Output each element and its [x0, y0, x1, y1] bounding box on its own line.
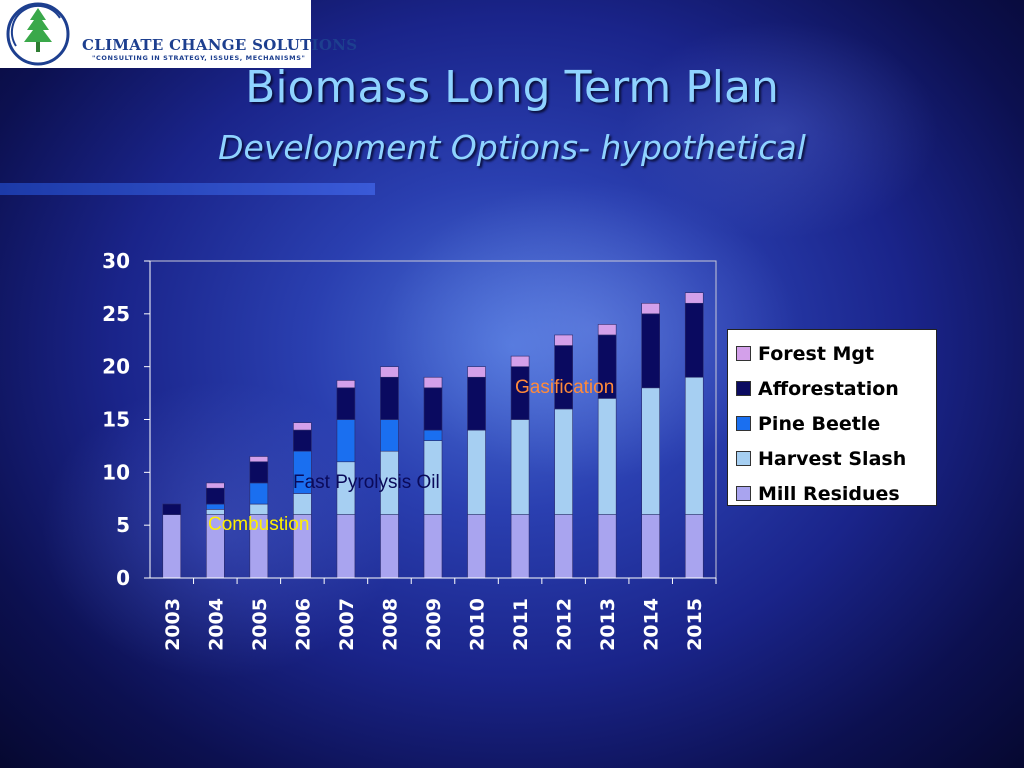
bar-segment-forest-mgt [641, 302, 660, 315]
legend-item-harvest-slash: Harvest Slash [736, 441, 936, 476]
legend-item-mill-residues: Mill Residues [736, 476, 936, 511]
bar-segment-mill-residues [336, 514, 356, 579]
bar-segment-afforestation [467, 376, 486, 431]
x-axis-tick-label: 2008 [379, 598, 401, 651]
bar-segment-harvest-slash [510, 419, 530, 515]
bar-segment-forest-mgt [684, 292, 704, 304]
bar-segment-mill-residues [423, 514, 443, 579]
bar-segment-afforestation [206, 487, 225, 505]
bar-segment-pine-beetle [336, 419, 356, 463]
bar-segment-harvest-slash [684, 376, 704, 515]
x-axis-tick-label: 2004 [205, 598, 227, 651]
y-axis-tick-label: 30 [102, 249, 130, 273]
legend-label: Pine Beetle [758, 412, 881, 435]
legend-item-pine-beetle: Pine Beetle [736, 406, 936, 441]
bar-segment-mill-residues [467, 514, 486, 579]
bar-segment-forest-mgt [249, 456, 269, 463]
bar-segment-mill-residues [597, 514, 617, 579]
bar-segment-forest-mgt [597, 324, 617, 336]
bar-segment-pine-beetle [380, 419, 399, 452]
bar-segment-mill-residues [380, 514, 399, 579]
bar-segment-afforestation [162, 503, 182, 515]
bar-segment-forest-mgt [293, 422, 312, 431]
bar-segment-afforestation [684, 302, 704, 378]
legend-swatch [736, 451, 751, 466]
bar-segment-mill-residues [554, 514, 573, 579]
bar-segment-forest-mgt [554, 334, 573, 346]
bar-segment-harvest-slash [249, 503, 269, 515]
bar-segment-forest-mgt [423, 376, 443, 389]
background-glow [620, 20, 940, 240]
y-axis-tick-label: 20 [102, 355, 130, 379]
x-axis-tick-label: 2006 [292, 598, 314, 651]
x-axis-tick-label: 2010 [467, 598, 489, 651]
chart-legend: Forest Mgt Afforestation Pine Beetle Harves… [727, 329, 937, 506]
bar-segment-mill-residues [162, 514, 182, 579]
bar-segment-harvest-slash [554, 408, 573, 515]
y-axis-tick-label: 25 [102, 302, 130, 326]
y-axis-tick-label: 10 [102, 460, 130, 484]
bar-segment-afforestation [641, 313, 660, 389]
annotation-gasification: Gasification [515, 377, 615, 398]
legend-swatch [736, 346, 751, 361]
x-axis-tick-label: 2012 [554, 598, 576, 651]
company-logo: CLIMATE CHANGE SOLUTIONS "CONSULTING IN … [0, 0, 357, 68]
legend-label: Harvest Slash [758, 447, 907, 470]
bar-segment-afforestation [293, 429, 312, 452]
legend-label: Forest Mgt [758, 342, 875, 365]
x-axis-tick-label: 2015 [684, 598, 706, 651]
bar-segment-pine-beetle [206, 503, 225, 510]
annotation-fast-pyrolysis: Fast Pyrolysis Oil [293, 472, 440, 493]
bar-segment-mill-residues [510, 514, 530, 579]
x-axis-tick-label: 2009 [423, 598, 445, 651]
bar-segment-harvest-slash [293, 493, 312, 515]
bar-segment-forest-mgt [510, 355, 530, 367]
slide-subtitle: Development Options- hypothetical [218, 128, 806, 167]
x-axis-tick-label: 2014 [641, 598, 663, 651]
x-axis-tick-label: 2013 [597, 598, 619, 651]
bar-segment-harvest-slash [467, 429, 486, 515]
bar-segment-mill-residues [641, 514, 660, 579]
bar-segment-afforestation [423, 387, 443, 431]
tree-logo-icon [6, 2, 70, 66]
bar-segment-afforestation [249, 461, 269, 484]
x-axis-tick-label: 2007 [336, 598, 358, 651]
slide-title: Biomass Long Term Plan [245, 62, 779, 113]
x-axis-tick-label: 2011 [510, 598, 532, 651]
x-axis-tick-label: 2003 [162, 598, 184, 651]
logo-tagline: "CONSULTING IN STRATEGY, ISSUES, MECHANI… [92, 54, 306, 62]
legend-item-afforestation: Afforestation [736, 371, 936, 406]
y-axis-tick-label: 5 [116, 513, 130, 537]
y-axis-tick-label: 0 [116, 566, 130, 590]
bar-segment-harvest-slash [641, 387, 660, 515]
bar-segment-mill-residues [684, 514, 704, 579]
y-axis-tick-label: 15 [102, 408, 130, 432]
bar-segment-harvest-slash [597, 398, 617, 515]
legend-swatch [736, 381, 751, 396]
bar-segment-forest-mgt [380, 366, 399, 378]
legend-swatch [736, 416, 751, 431]
legend-item-forest-mgt: Forest Mgt [736, 336, 936, 371]
bar-segment-forest-mgt [336, 380, 356, 389]
bar-segment-pine-beetle [423, 429, 443, 441]
legend-swatch [736, 486, 751, 501]
bar-segment-pine-beetle [249, 482, 269, 505]
legend-label: Mill Residues [758, 482, 900, 505]
bar-segment-forest-mgt [206, 482, 225, 489]
legend-label: Afforestation [758, 377, 899, 400]
bar-segment-afforestation [336, 387, 356, 420]
x-axis-tick-label: 2005 [249, 598, 271, 651]
title-divider-bar [0, 183, 375, 195]
bar-segment-forest-mgt [467, 366, 486, 378]
annotation-combustion: Combustion [208, 514, 310, 535]
bar-segment-afforestation [380, 376, 399, 420]
logo-company-name: CLIMATE CHANGE SOLUTIONS [82, 36, 358, 54]
